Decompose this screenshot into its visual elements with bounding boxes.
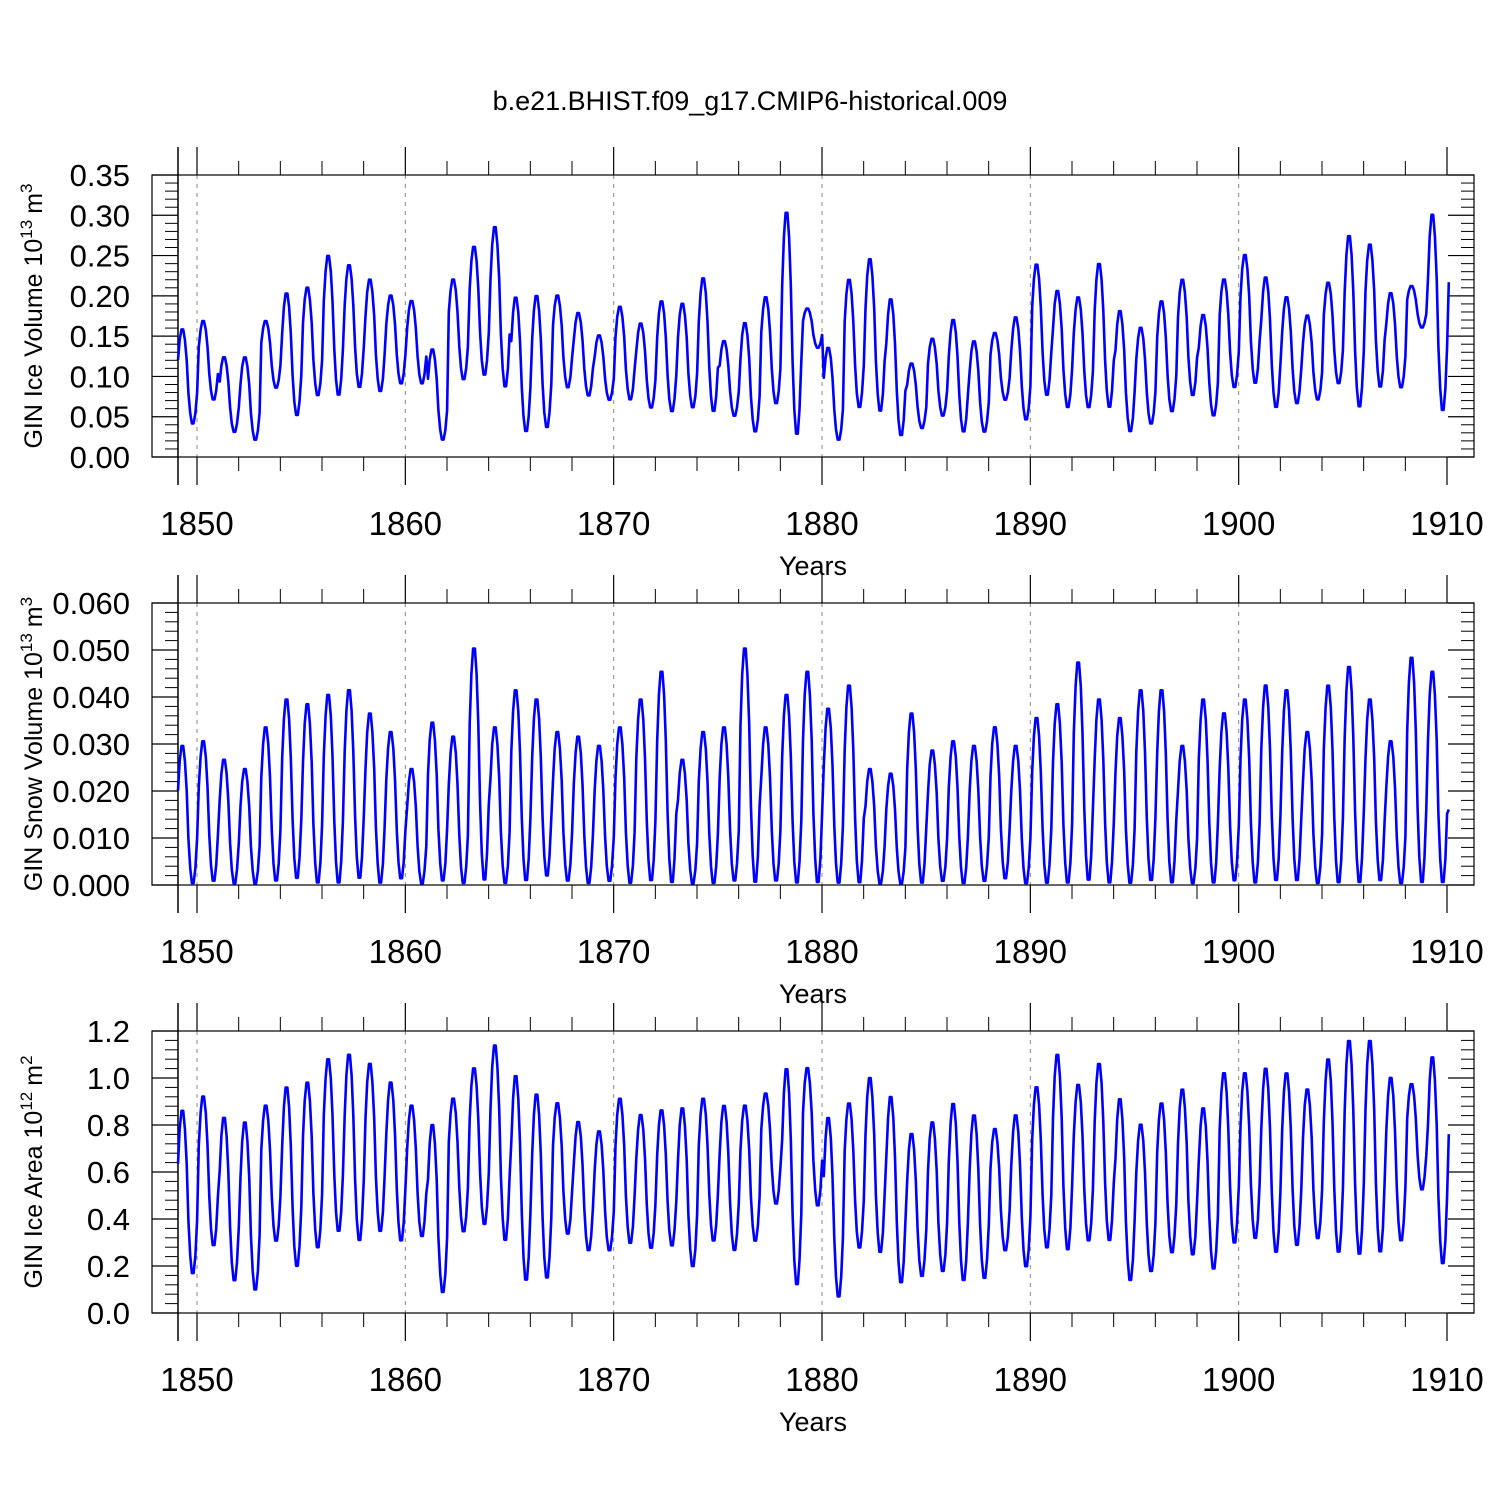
series-line <box>176 647 1451 885</box>
x-tick-label: 1880 <box>785 1361 858 1398</box>
y-tick-label: 0.25 <box>70 239 130 274</box>
x-tick-label: 1890 <box>994 933 1067 970</box>
y-tick-label: 0.060 <box>52 586 130 621</box>
y-axis-label-unit-power: 3 <box>17 183 36 192</box>
x-tick-label: 1890 <box>994 1361 1067 1398</box>
y-axis-label-exponent: 13 <box>17 633 36 652</box>
x-tick-label: 1860 <box>369 505 442 542</box>
y-axis-label-unit-power: 2 <box>17 1055 36 1064</box>
y-axis-label-unit: m <box>20 193 48 214</box>
y-tick-label: 1.2 <box>87 1014 130 1049</box>
x-tick-label: 1870 <box>577 505 650 542</box>
y-tick-label: 0.6 <box>87 1155 130 1190</box>
x-tick-label: 1890 <box>994 505 1067 542</box>
x-tick-label: 1880 <box>785 933 858 970</box>
y-tick-label: 0.030 <box>52 727 130 762</box>
y-tick-label: 0.050 <box>52 633 130 668</box>
x-tick-label: 1860 <box>369 933 442 970</box>
x-tick-label: 1900 <box>1202 1361 1275 1398</box>
y-axis-label: GIN Snow Volume 1013 m3 <box>17 597 48 891</box>
x-axis-label: Years <box>779 1407 847 1437</box>
y-tick-label: 0.2 <box>87 1249 130 1284</box>
y-tick-label: 0.15 <box>70 319 130 354</box>
panels: 0.00 0.05 0.10 0.15 0.20 0.25 0.30 0.35 1850 1860… <box>17 147 1484 1437</box>
y-tick-label: 0.020 <box>52 774 130 809</box>
x-tick-label: 1910 <box>1410 505 1483 542</box>
chart-panel-ice-area: 0.0 0.2 0.4 0.6 0.8 1.0 1.2 1850 1860 1870 1880 189… <box>17 1003 1484 1437</box>
y-tick-label: 0.00 <box>70 440 130 475</box>
y-axis-label-unit-power: 3 <box>17 597 36 606</box>
y-tick-label: 0.0 <box>87 1296 130 1331</box>
y-axis-label-unit: m <box>20 1065 48 1086</box>
x-tick-label: 1880 <box>785 505 858 542</box>
series-line <box>176 211 1451 441</box>
x-tick-label: 1860 <box>369 1361 442 1398</box>
x-tick-label: 1870 <box>577 1361 650 1398</box>
y-tick-label: 0.4 <box>87 1202 130 1237</box>
x-tick-label: 1850 <box>160 505 233 542</box>
chart-panel-snow-volume: 0.000 0.010 0.020 0.030 0.040 0.050 0.060 1850 1… <box>17 575 1484 1009</box>
y-tick-label: 0.30 <box>70 198 130 233</box>
y-tick-label: 0.000 <box>52 868 130 903</box>
y-tick-label: 0.20 <box>70 279 130 314</box>
y-tick-label: 1.0 <box>87 1061 130 1096</box>
chart-panel-ice-volume: 0.00 0.05 0.10 0.15 0.20 0.25 0.30 0.35 1850 1860… <box>17 147 1484 581</box>
y-axis-label-exponent: 13 <box>17 220 36 239</box>
y-tick-label: 0.35 <box>70 158 130 193</box>
y-axis-label-unit: m <box>20 606 48 627</box>
x-tick-label: 1850 <box>160 933 233 970</box>
x-axis-label: Years <box>779 979 847 1009</box>
y-axis-label-text: GIN Ice Volume 10 <box>20 239 48 449</box>
x-axis-label: Years <box>779 551 847 581</box>
y-axis-label-exponent: 12 <box>17 1092 36 1111</box>
y-axis-label: GIN Ice Volume 1013 m3 <box>17 183 48 448</box>
figure-title: b.e21.BHIST.f09_g17.CMIP6-historical.009 <box>493 86 1008 116</box>
plot-frame <box>151 174 1475 458</box>
y-axis-label: GIN Ice Area 1012 m2 <box>17 1055 48 1288</box>
x-tick-label: 1870 <box>577 933 650 970</box>
series-line <box>176 1039 1451 1298</box>
y-axis-label-text: GIN Ice Area 10 <box>20 1111 48 1289</box>
y-tick-label: 0.10 <box>70 359 130 394</box>
x-tick-label: 1910 <box>1410 1361 1483 1398</box>
y-axis-label-text: GIN Snow Volume 10 <box>20 652 48 891</box>
x-tick-label: 1910 <box>1410 933 1483 970</box>
x-tick-label: 1900 <box>1202 933 1275 970</box>
y-tick-label: 0.05 <box>70 400 130 435</box>
x-tick-label: 1900 <box>1202 505 1275 542</box>
y-tick-label: 0.040 <box>52 680 130 715</box>
x-tick-label: 1850 <box>160 1361 233 1398</box>
y-tick-label: 0.010 <box>52 821 130 856</box>
y-tick-label: 0.8 <box>87 1108 130 1143</box>
